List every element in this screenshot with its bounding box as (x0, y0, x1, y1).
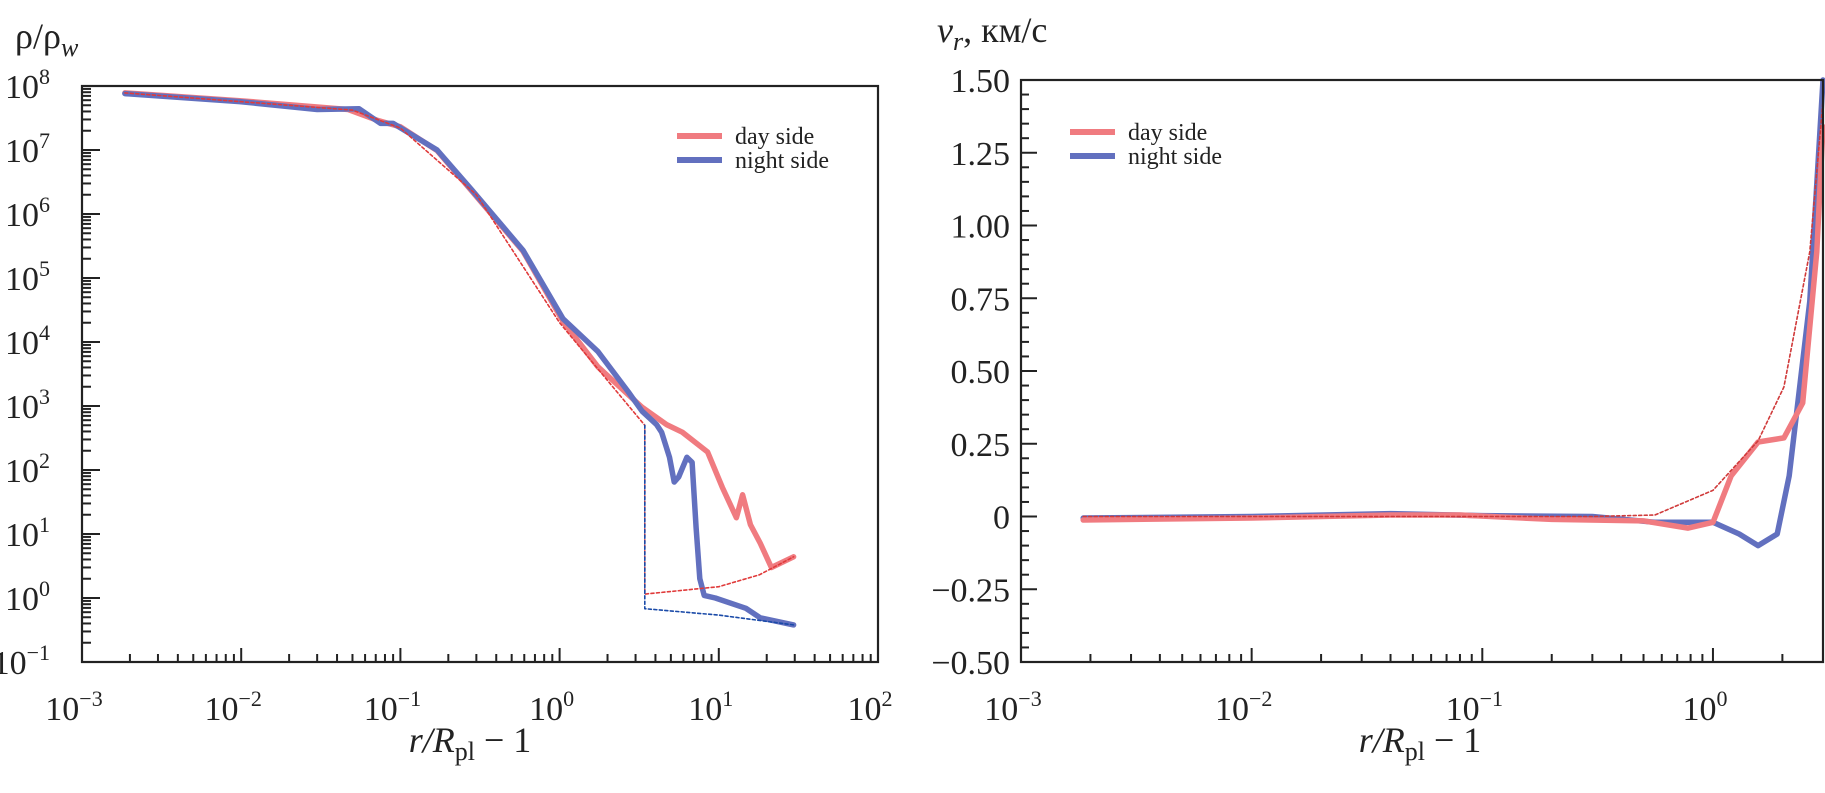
y-tick-label: −0.25 (931, 572, 1010, 609)
y-tick-label: 0.50 (951, 354, 1011, 391)
x-tick-label: 100 (529, 686, 574, 728)
y-axis-label: ρ/ρw (15, 16, 79, 62)
model-dashed-line-3 (644, 424, 795, 626)
x-tick-label: 10−3 (984, 686, 1041, 728)
x-tick-label: 10−3 (45, 686, 102, 728)
x-tick-label: 10−2 (204, 686, 261, 728)
legend-label: day side (735, 124, 814, 150)
x-tick-label: 101 (688, 686, 733, 728)
y-tick-label: 104 (5, 320, 50, 362)
y-tick-label: 1.50 (951, 63, 1011, 100)
y-tick-label: 103 (5, 384, 50, 426)
y-axis-label: vr, км/с (937, 10, 1047, 56)
y-tick-label: 105 (5, 256, 50, 298)
y-tick-label: 0 (993, 500, 1010, 537)
y-tick-label: 1.25 (951, 136, 1011, 173)
y-tick-label: 0.75 (951, 281, 1011, 318)
night-side-line (122, 90, 797, 628)
y-tick-label: 1.00 (951, 209, 1011, 246)
y-tick-label: 0.25 (951, 427, 1011, 464)
plot-frame (80, 84, 880, 664)
y-tick-label: 101 (5, 512, 50, 554)
y-tick-label: 108 (5, 64, 50, 106)
day-side-line (1080, 123, 1825, 531)
chart-panel-2: 10−3 10−2 10−1 100 1.50 1.25 1.00 0.75 0.50 0.25 0… (931, 10, 1825, 766)
x-tick-label: 10−1 (1446, 686, 1503, 728)
x-axis-label: r/Rpl − 1 (1359, 720, 1482, 766)
y-tick-label: 10−1 (0, 640, 50, 682)
legend-label: night side (735, 148, 829, 174)
model-dashed-line-2 (1082, 99, 1824, 518)
y-tick-label: 106 (5, 192, 50, 234)
y-tick-label: 102 (5, 448, 50, 490)
x-axis-label: r/Rpl − 1 (409, 720, 532, 766)
legend-label: night side (1128, 144, 1222, 170)
y-tick-label: 107 (5, 128, 50, 170)
legend-label: day side (1128, 120, 1207, 146)
y-tick-label: 100 (5, 576, 50, 618)
model-dashed-line-2 (124, 92, 795, 595)
x-tick-label: 10−2 (1215, 686, 1272, 728)
x-tick-label: 102 (848, 686, 893, 728)
chart-panel-1: 10−3 10−2 10−1 100 101 102 108 107 106 105 104 103 1… (0, 16, 893, 766)
x-tick-label: 100 (1682, 686, 1727, 728)
x-tick-label: 10−1 (364, 686, 421, 728)
y-tick-label: −0.50 (931, 645, 1010, 682)
